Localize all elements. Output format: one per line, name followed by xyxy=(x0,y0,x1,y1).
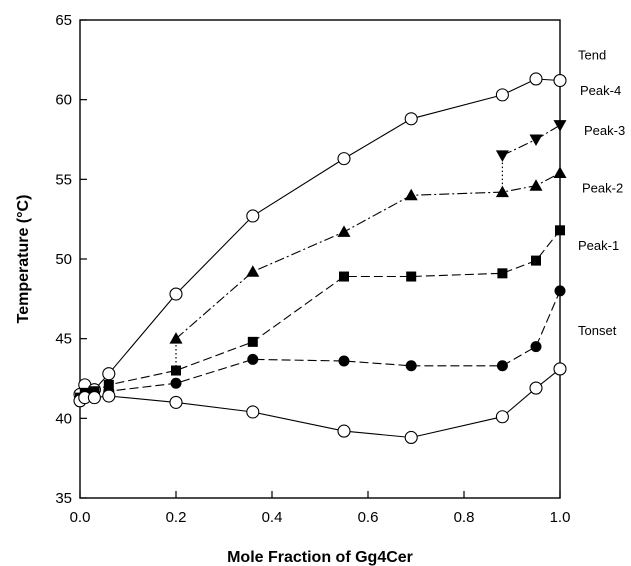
data-point-peak-3 xyxy=(553,166,567,178)
data-point-peak-2 xyxy=(247,336,258,347)
data-point-peak-3 xyxy=(246,265,260,277)
data-point-tend xyxy=(337,152,351,166)
data-point-peak-2 xyxy=(497,268,508,279)
data-point-peak-3 xyxy=(404,188,418,201)
data-point-peak-3 xyxy=(495,185,509,198)
x-tick-label: 1.0 xyxy=(550,509,571,526)
data-point-peak-4 xyxy=(553,120,567,132)
data-point-tonset xyxy=(102,389,116,403)
data-point-tend xyxy=(495,88,509,102)
x-tick-label: 0.0 xyxy=(70,509,91,526)
data-point-peak-3 xyxy=(529,179,543,191)
axis-tick-labels: 0.0 0.2 0.4 0.6 0.8 1.0 35 40 45 50 55 60 65 xyxy=(55,12,570,526)
x-tick-label: 0.2 xyxy=(166,509,187,526)
data-point-tonset xyxy=(553,362,567,376)
data-point-tend xyxy=(529,72,543,86)
axis-ticks xyxy=(79,19,561,499)
data-point-peak-1 xyxy=(170,377,182,389)
data-point-tonset xyxy=(246,405,260,419)
data-point-peak-3 xyxy=(169,332,183,344)
series-line-tonset xyxy=(79,368,561,439)
y-tick-label: 35 xyxy=(55,490,72,507)
y-tick-label: 55 xyxy=(55,171,72,188)
data-point-tend xyxy=(553,73,567,88)
y-axis-title: Temperature (°C) xyxy=(15,195,32,324)
y-tick-label: 45 xyxy=(55,331,72,348)
data-point-tonset xyxy=(404,430,418,445)
series-label-peak-1: Peak-1 xyxy=(578,238,619,253)
data-point-tonset xyxy=(529,381,543,395)
series-line-peak-2 xyxy=(79,229,561,398)
series-markers xyxy=(73,72,567,445)
x-tick-label: 0.8 xyxy=(454,509,475,526)
data-point-peak-1 xyxy=(554,285,566,297)
y-tick-label: 40 xyxy=(55,410,72,427)
data-point-tend xyxy=(102,367,116,381)
series-line-tend xyxy=(79,78,561,395)
series-line-peak-4 xyxy=(502,124,561,156)
data-point-peak-2 xyxy=(339,271,349,282)
series-label-peak-4: Peak-4 xyxy=(580,83,621,98)
series-label-peak-2: Peak-2 xyxy=(582,180,623,195)
data-point-peak-1 xyxy=(338,355,350,367)
series-label-tend: Tend xyxy=(578,48,606,63)
data-point-peak-1 xyxy=(247,353,259,365)
dotted-connectors xyxy=(175,155,503,371)
data-point-tonset xyxy=(87,391,101,405)
data-point-tonset xyxy=(337,424,351,438)
data-point-peak-3 xyxy=(337,225,351,237)
data-point-peak-4 xyxy=(529,134,543,146)
series-lines xyxy=(79,78,561,439)
data-point-peak-2 xyxy=(531,255,541,266)
data-point-peak-4 xyxy=(495,150,509,162)
series-labels: Tend Peak-4 Peak-3 Peak-2 Peak-1 Tonset xyxy=(578,48,625,338)
data-point-peak-2 xyxy=(103,379,114,390)
data-point-peak-1 xyxy=(405,360,417,372)
x-tick-label: 0.6 xyxy=(358,509,379,526)
data-point-tend xyxy=(246,209,260,223)
y-tick-label: 65 xyxy=(55,12,72,29)
series-label-peak-3: Peak-3 xyxy=(584,123,625,138)
x-tick-label: 0.4 xyxy=(262,509,283,526)
x-axis-title: Mole Fraction of Gg4Cer xyxy=(227,549,413,566)
y-tick-label: 50 xyxy=(55,251,72,268)
data-point-tend xyxy=(169,287,183,301)
data-point-peak-1 xyxy=(496,360,508,372)
data-point-tend xyxy=(404,112,418,126)
series-label-tonset: Tonset xyxy=(578,323,617,338)
data-point-tonset xyxy=(169,395,183,409)
series-line-peak-3 xyxy=(175,172,561,340)
y-tick-label: 60 xyxy=(55,92,72,109)
data-point-tonset xyxy=(495,410,509,424)
data-point-peak-2 xyxy=(406,271,417,282)
data-point-peak-2 xyxy=(171,365,181,376)
data-point-peak-1 xyxy=(530,341,542,353)
data-point-peak-2 xyxy=(555,225,565,236)
series-line-peak-1 xyxy=(79,290,561,400)
